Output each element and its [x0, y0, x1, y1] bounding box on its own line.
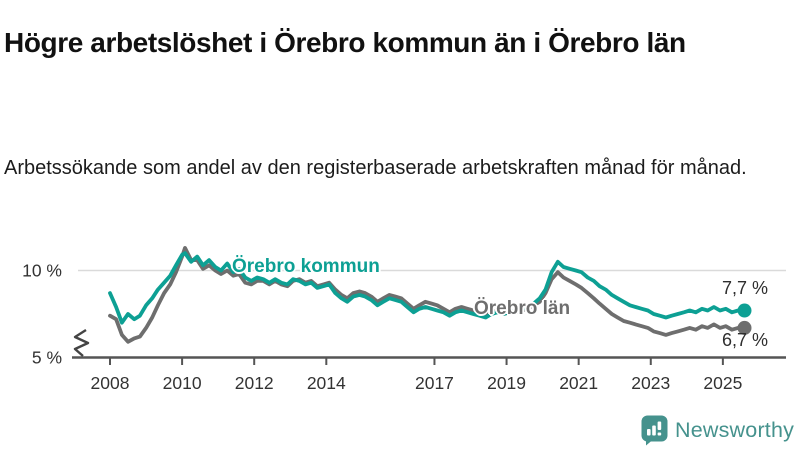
series-label-orebro-lan: Örebro län [474, 298, 571, 319]
y-axis-break-icon [73, 328, 90, 357]
x-axis-label: 2014 [307, 373, 346, 393]
end-value-label-kommun: 7,7 % [722, 278, 769, 298]
series-line-1 [108, 245, 747, 344]
x-axis-label: 2012 [235, 373, 274, 393]
end-value-label-lan: 6,7 % [722, 330, 769, 350]
x-axis-label: 2021 [559, 373, 598, 393]
newsworthy-brand-text: Newsworthy [675, 418, 795, 442]
x-axis-label: 2025 [703, 373, 742, 393]
x-axis-label: 2019 [487, 373, 526, 393]
series-label-orebro-kommun: Örebro kommun [232, 256, 380, 277]
x-axis-label: 2008 [91, 373, 130, 393]
newsworthy-logo-icon [641, 415, 668, 446]
x-axis-label: 2010 [163, 373, 202, 393]
newsworthy-logo: Newsworthy [641, 415, 794, 446]
y-axis-label: 5 % [32, 348, 62, 368]
chart-subtitle: Arbetssökande som andel av den registerb… [4, 157, 747, 179]
series-end-dot-1 [737, 320, 752, 335]
y-axis-label: 10 % [22, 261, 62, 281]
chart-title: Högre arbetslöshet i Örebro kommun än i … [4, 26, 686, 58]
x-axis-label: 2023 [631, 373, 670, 393]
series-line-0 [108, 251, 747, 325]
x-axis-label: 2017 [415, 373, 454, 393]
series-end-dot-0 [737, 303, 752, 318]
